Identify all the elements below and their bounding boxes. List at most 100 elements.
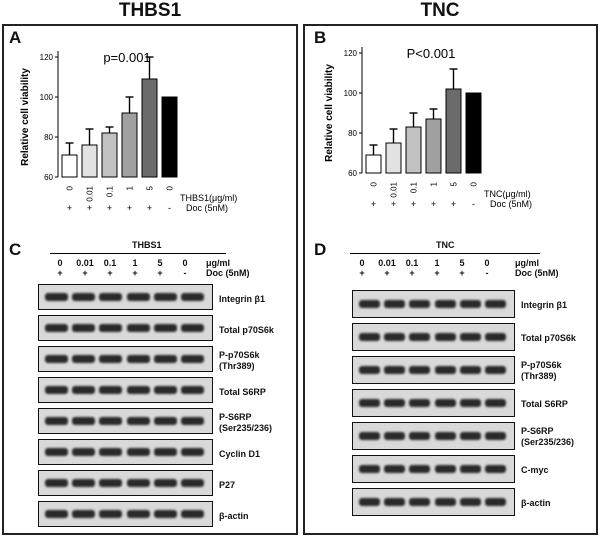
blot-band (484, 399, 506, 407)
blot-row-label: Total p70S6k (521, 333, 576, 343)
blot-band (72, 448, 96, 456)
blot-band-row (352, 356, 515, 384)
blot-title: THBS1 (132, 240, 162, 250)
blot-band-row (38, 315, 213, 341)
doc-sign: + (127, 203, 132, 213)
blot-band-row (38, 408, 213, 434)
blot-band (45, 479, 69, 487)
blot-band (434, 366, 456, 374)
y-tick-label: 100 (40, 93, 54, 102)
blot-band (99, 479, 123, 487)
blot-band (409, 498, 431, 506)
y-tick-label: 120 (344, 49, 358, 58)
blot-band (153, 355, 177, 363)
y-tick-label: 80 (44, 133, 53, 142)
blot-row-label: P-p70S6k (219, 350, 260, 360)
blot-band (45, 355, 69, 363)
blot-band-row (38, 501, 213, 527)
blot-band (99, 355, 123, 363)
lane-concentration: 0 (359, 258, 365, 268)
blot-band (45, 293, 69, 301)
blot-band (434, 432, 456, 440)
x-tick-label: 0 (66, 185, 75, 190)
blot-band (180, 510, 204, 518)
x-tick-label: 0.1 (106, 185, 115, 197)
blot-band (99, 510, 123, 518)
blot-row-label: Integrin β1 (521, 300, 567, 310)
doc-sign: + (411, 199, 416, 209)
blot-band (409, 465, 431, 473)
blot-band (153, 479, 177, 487)
blot-band (126, 293, 150, 301)
blot-row-label: Cyclin D1 (219, 449, 261, 459)
blot-band-row (352, 323, 515, 351)
blot-band (434, 498, 456, 506)
blot-band-row (38, 470, 213, 496)
y-tick-label: 60 (44, 173, 53, 182)
lane-doc-sign: + (459, 268, 465, 278)
doc-sign: + (147, 203, 152, 213)
lane-concentration: 1 (132, 258, 138, 268)
blot-band (45, 386, 69, 394)
lane-doc-sign: + (82, 268, 88, 278)
blot-panel-d: TNC 0 +0.01 +0.1 +1 +5 +0- μg/ml Doc (5nM) Integr… (310, 238, 596, 533)
blot-band (126, 479, 150, 487)
unit-label: μg/ml (515, 258, 540, 268)
panel-label-d: D (314, 240, 327, 259)
blot-band (153, 293, 177, 301)
blot-band-row (352, 290, 515, 318)
panel-label-b: B (314, 28, 327, 47)
blot-band (153, 510, 177, 518)
blot-row-label: Total S6RP (219, 387, 266, 397)
y-tick-label: 60 (348, 169, 357, 178)
lane-concentration: 0 (182, 258, 188, 268)
blot-band (434, 300, 456, 308)
doc-label: Doc (5nM) (206, 268, 250, 278)
lane-concentration: 0.1 (405, 258, 419, 268)
blot-band (153, 386, 177, 394)
blot-band (359, 333, 381, 341)
blot-band (459, 498, 481, 506)
row2-label: Doc (5nM) (186, 203, 228, 213)
blot-band (72, 355, 96, 363)
blot-row-sublabel: (Ser235/236) (219, 423, 273, 433)
blot-band (409, 432, 431, 440)
blot-row-label: β-actin (521, 498, 551, 508)
doc-sign: + (371, 199, 376, 209)
bar (365, 154, 382, 174)
blot-band (459, 432, 481, 440)
blot-row-sublabel: (Thr389) (521, 371, 557, 381)
blot-band (45, 510, 69, 518)
blot-title-rule (350, 253, 540, 254)
blot-band (72, 510, 96, 518)
lane-doc-sign: - (183, 268, 187, 278)
panel-label-c: C (9, 240, 22, 259)
blot-band (434, 399, 456, 407)
lane-concentration: 0.1 (103, 258, 117, 268)
bar (61, 154, 78, 178)
blot-band-row (352, 488, 515, 516)
y-axis-label: Relative cell viability (20, 68, 31, 166)
blot-band (409, 399, 431, 407)
doc-sign: + (451, 199, 456, 209)
blot-row-label: Total p70S6k (219, 325, 274, 335)
blot-band (359, 432, 381, 440)
blot-band (459, 366, 481, 374)
panel-label-a: A (9, 28, 22, 47)
blot-row-label: P27 (219, 480, 236, 490)
blot-band-row (38, 284, 213, 310)
blot-title-rule (50, 253, 226, 254)
blot-band (99, 324, 123, 332)
blot-band (434, 333, 456, 341)
blot-band (484, 333, 506, 341)
blot-band (484, 498, 506, 506)
lane-concentration: 5 (459, 258, 465, 268)
blot-band (434, 465, 456, 473)
lane-doc-sign: + (384, 268, 390, 278)
y-axis-label: Relative cell viability (324, 64, 335, 162)
x-tick-label: 0.01 (390, 181, 399, 197)
blot-band-row (352, 455, 515, 483)
blot-band (72, 324, 96, 332)
blot-band (126, 417, 150, 425)
